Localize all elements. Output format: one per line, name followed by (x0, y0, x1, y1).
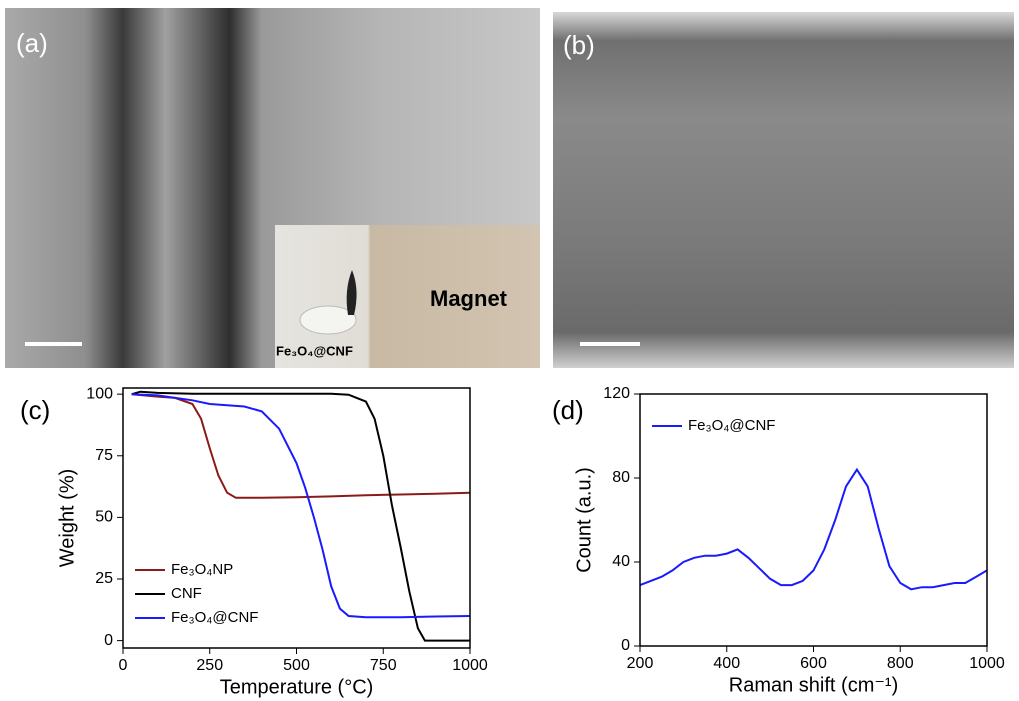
series-line (132, 394, 470, 498)
legend-label: CNF (171, 585, 202, 602)
image-b: (b) (553, 12, 1014, 368)
y-tick-label: 25 (95, 570, 113, 587)
legend-label: Fe₃O₄@CNF (688, 417, 775, 434)
image-a: (a) Fe₃O₄@CNF Magnet (5, 8, 540, 368)
y-tick-label: 120 (603, 385, 630, 402)
y-tick-label: 75 (95, 447, 113, 464)
y-tick-label: 0 (104, 632, 113, 649)
x-tick-label: 500 (283, 657, 310, 674)
y-axis-title: Weight (%) (56, 469, 78, 568)
x-tick-label: 0 (119, 657, 128, 674)
panel-label: (b) (563, 30, 595, 60)
x-axis-title: Temperature (°C) (220, 676, 374, 698)
page: {"panels": [ {"label": "(a)", "inset_sam… (0, 0, 1019, 701)
x-tick-label: 600 (800, 655, 827, 672)
tem-image (553, 12, 1014, 368)
inset-label: Fe₃O₄@CNF (276, 343, 353, 358)
series-line (132, 394, 470, 617)
plot (132, 392, 470, 641)
y-tick-label: 100 (86, 385, 113, 402)
x-tick-label: 800 (887, 655, 914, 672)
x-tick-label: 250 (196, 657, 223, 674)
y-tick-label: 40 (612, 553, 630, 570)
y-tick-label: 0 (621, 637, 630, 654)
plot (640, 470, 987, 590)
x-tick-label: 200 (627, 655, 654, 672)
x-axis-title: Raman shift (cm⁻¹) (729, 674, 898, 696)
x-tick-label: 1000 (969, 655, 1005, 672)
x-tick-label: 750 (370, 657, 397, 674)
series-line (132, 392, 470, 641)
x-tick-label: 1000 (452, 657, 488, 674)
panel-label: (a) (16, 28, 48, 58)
y-axis-title: Count (a.u.) (573, 467, 595, 573)
y-tick-label: 50 (95, 509, 113, 526)
figure: (a) Fe₃O₄@CNF Magnet (b) (c)025050075010… (0, 0, 1019, 701)
series-line (640, 470, 987, 590)
legend-label: Fe₃O₄NP (171, 561, 233, 578)
panel-label: (c) (20, 395, 50, 425)
panel-label: (d) (552, 395, 584, 425)
x-tick-label: 400 (713, 655, 740, 672)
inset-label: Magnet (430, 286, 508, 311)
legend-label: Fe₃O₄@CNF (171, 609, 258, 626)
y-tick-label: 80 (612, 469, 630, 486)
